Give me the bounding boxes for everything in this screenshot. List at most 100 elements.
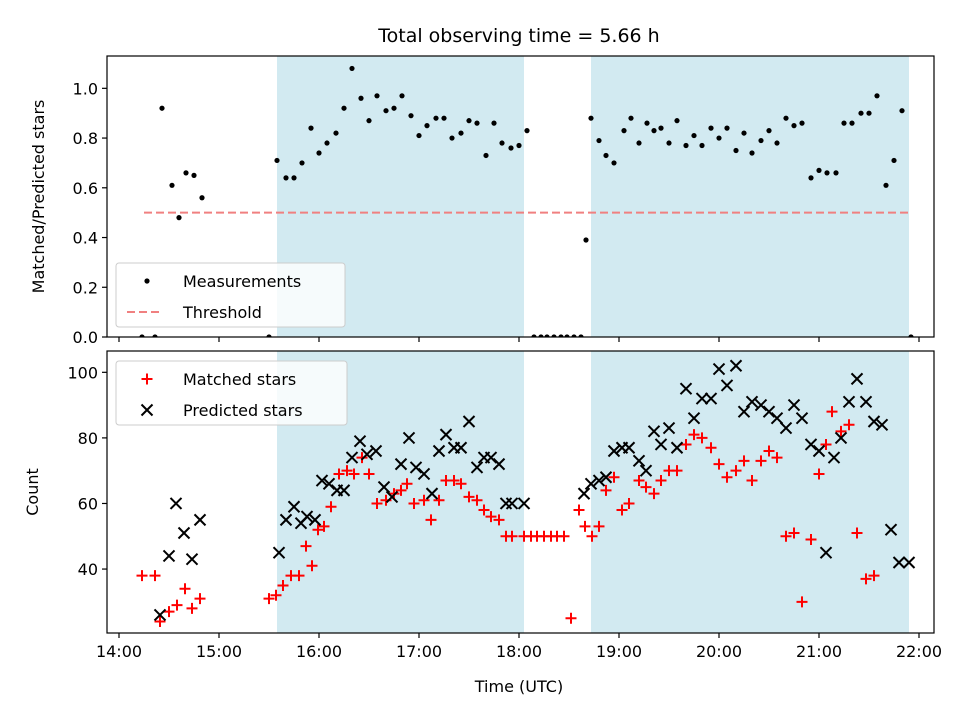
matched-star-point: [696, 432, 708, 444]
measurement-point: [651, 128, 657, 134]
predicted-star-point: [177, 526, 191, 540]
y-axis-label: Matched/Predicted stars: [29, 100, 48, 294]
matched-star-point: [277, 579, 289, 591]
legend-box: [115, 262, 346, 328]
y-tick-label: 40: [78, 560, 98, 579]
measurement-point: [449, 135, 455, 141]
shaded-interval: [591, 56, 909, 337]
predicted-star-point: [875, 418, 889, 431]
predicted-star-point: [505, 497, 519, 510]
x-tick-label: 20:00: [696, 642, 742, 661]
matched-star-point: [341, 465, 353, 477]
legend-box: [115, 360, 348, 426]
matched-star-point: [478, 504, 490, 516]
matched-star-point: [371, 497, 383, 509]
matched-star-point: [648, 488, 660, 500]
measurement-point: [458, 130, 464, 136]
predicted-star-point: [704, 392, 718, 405]
predicted-star-point: [287, 500, 301, 513]
matched-star-point: [348, 468, 360, 480]
predicted-star-point: [695, 392, 709, 405]
predicted-star-point: [819, 546, 833, 559]
predicted-star-point: [639, 464, 653, 477]
predicted-star-point: [842, 395, 856, 409]
measurement-point: [783, 115, 789, 121]
x-tick-label: 15:00: [196, 642, 242, 661]
predicted-star-point: [607, 444, 621, 458]
measurement-point: [583, 237, 589, 243]
matched-star-point: [600, 484, 612, 496]
matched-star-point: [395, 484, 407, 496]
predicted-star-point: [737, 405, 751, 418]
x-tick-label: 22:00: [896, 642, 942, 661]
predicted-star-point: [492, 457, 506, 471]
matched-star-point: [851, 527, 863, 539]
predicted-star-point: [369, 444, 383, 458]
matched-star-point: [820, 438, 832, 450]
legend-marker: [140, 403, 154, 417]
predicted-star-point: [337, 484, 351, 497]
predicted-star-point: [432, 444, 446, 458]
measurement-point: [374, 93, 380, 99]
measurement-point: [538, 334, 544, 337]
x-tick-label: 19:00: [596, 642, 642, 661]
measurement-point: [603, 152, 609, 159]
measurement-point: [874, 93, 880, 99]
measurement-point: [699, 142, 705, 149]
predicted-star-point: [599, 471, 613, 484]
measurement-point: [558, 334, 564, 337]
matched-star-point: [455, 478, 467, 490]
matched-star-point: [640, 481, 652, 493]
y-tick-label: 1.0: [73, 79, 98, 98]
matched-star-point: [586, 530, 598, 542]
matched-star-point: [860, 573, 872, 585]
predicted-star-point: [584, 477, 598, 491]
matched-star-point: [671, 465, 683, 477]
measurement-point: [724, 125, 730, 131]
matched-star-point: [593, 520, 605, 532]
y-tick-label: 0.2: [73, 278, 98, 297]
predicted-star-point: [779, 421, 793, 435]
matched-star-point: [300, 540, 312, 552]
measurement-point: [841, 120, 847, 126]
matched-star-point: [154, 616, 166, 628]
matched-star-point: [796, 596, 808, 608]
measurement-point: [152, 334, 158, 337]
predicted-star-point: [827, 451, 841, 464]
matched-star-point: [163, 606, 175, 618]
matched-star-point: [363, 468, 375, 480]
measurement-point: [466, 118, 472, 124]
predicted-star-point: [632, 454, 646, 468]
x-tick-label: 16:00: [296, 642, 342, 661]
measurement-point: [636, 140, 642, 146]
predicted-star-point: [409, 461, 423, 474]
y-tick-label: 0.0: [73, 328, 98, 347]
matched-star-point: [179, 583, 191, 595]
predicted-star-point: [425, 487, 439, 500]
measurement-point: [849, 120, 855, 126]
matched-star-point: [171, 599, 183, 611]
matched-star-point: [780, 530, 792, 542]
measurement-point: [883, 182, 889, 188]
matched-star-point: [680, 438, 692, 450]
predicted-star-point: [377, 480, 391, 494]
matched-star-point: [746, 475, 758, 487]
measurement-point: [274, 157, 280, 164]
measurement-point: [516, 142, 522, 149]
measurement-point: [683, 142, 689, 149]
measurement-point: [899, 108, 905, 114]
predicted-star-point: [360, 448, 374, 461]
y-tick-label: 100: [67, 363, 98, 382]
predicted-star-point: [720, 379, 734, 392]
measurement-point: [491, 120, 497, 126]
measurement-point: [891, 157, 897, 164]
matched-star-point: [463, 491, 475, 503]
shaded-interval: [591, 351, 909, 633]
measurement-point: [341, 105, 347, 111]
measurement-point: [191, 172, 197, 178]
matched-star-point: [771, 452, 783, 464]
measurement-point: [866, 110, 872, 116]
measurement-point: [544, 334, 550, 337]
measurement-point: [799, 120, 805, 126]
matched-star-point: [485, 511, 497, 523]
